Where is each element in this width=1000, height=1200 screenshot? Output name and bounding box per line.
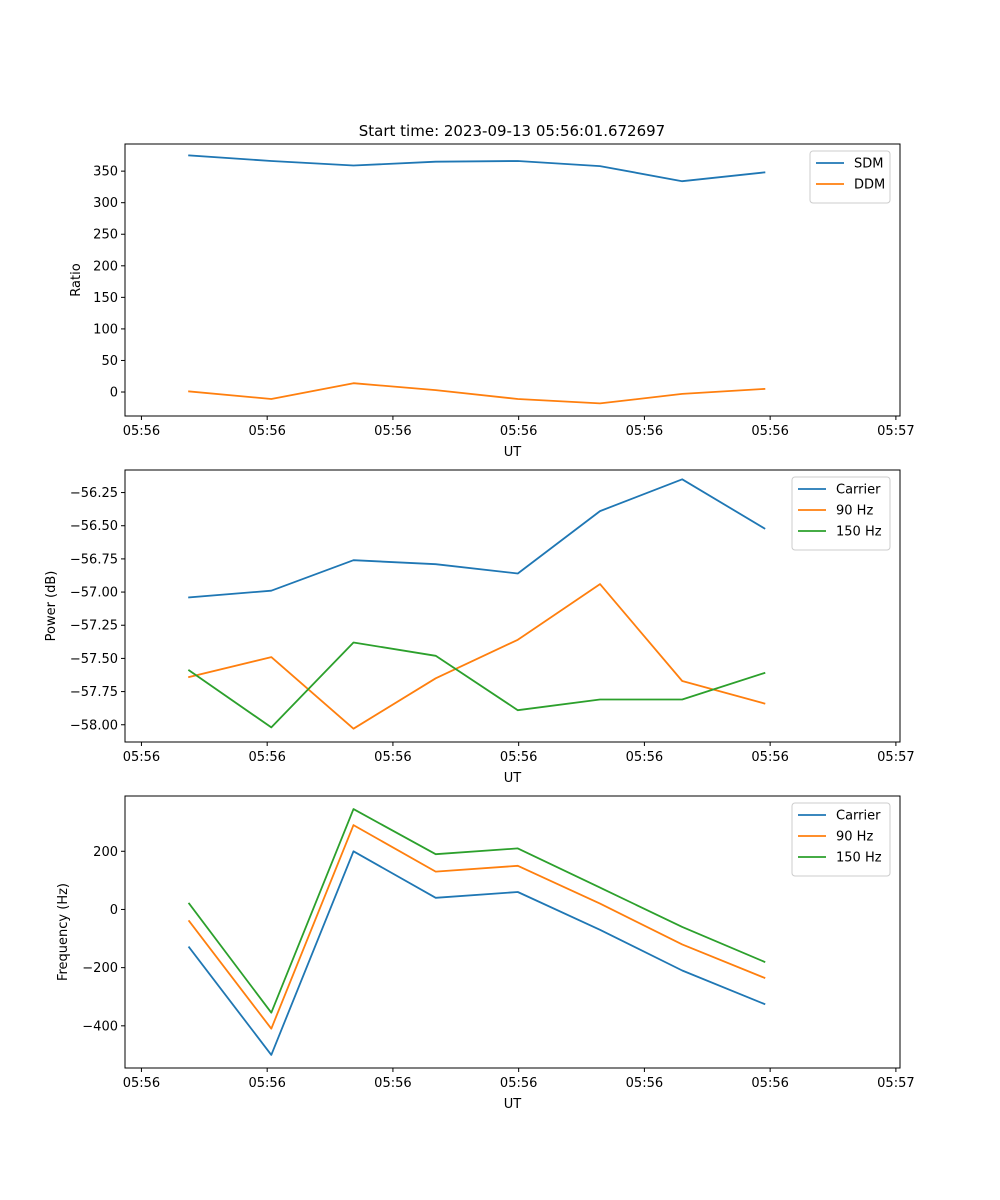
subplot-1: 05:56 05:56 05:56 05:56 05:56 05:56 05:57 0 50 10… [69, 143, 915, 460]
x-tick-label: 05:57 [877, 750, 914, 765]
plot-frame [124, 469, 901, 743]
x-tick-label: 05:56 [248, 424, 285, 439]
x-tick-label: 05:56 [248, 750, 285, 765]
y-axis-label: Ratio [69, 263, 84, 296]
legend: Carrier 90 Hz 150 Hz [791, 802, 891, 877]
x-tick-label: 05:56 [626, 424, 663, 439]
x-tick-label: 05:56 [751, 424, 788, 439]
x-tick-label: 05:56 [123, 1076, 160, 1091]
y-tick-label: −400 [82, 1019, 118, 1034]
legend-label: SDM [854, 157, 883, 172]
legend: Carrier 90 Hz 150 Hz [791, 476, 891, 551]
plot-frame [124, 143, 901, 417]
x-tick-label: 05:56 [751, 750, 788, 765]
figure-title: Start time: 2023-09-13 05:56:01.672697 [359, 122, 665, 140]
series-line-carrier [188, 478, 766, 599]
x-tick-label: 05:56 [248, 1076, 285, 1091]
series-line-150-hz [187, 641, 766, 729]
y-tick-label: 0 [110, 903, 118, 918]
series-line-carrier [187, 850, 766, 1056]
x-tick-label: 05:56 [374, 750, 411, 765]
x-tick-label: 05:56 [751, 1076, 788, 1091]
y-tick-label: 150 [93, 291, 118, 306]
y-tick-label: −57.75 [70, 685, 118, 700]
legend-label: 150 Hz [836, 851, 882, 866]
y-tick-label: −56.25 [70, 486, 118, 501]
y-tick-label: 300 [93, 196, 118, 211]
x-axis-label: UT [504, 445, 522, 460]
x-tick-label: 05:56 [500, 1076, 537, 1091]
y-tick-label: 250 [93, 228, 118, 243]
x-axis-label: UT [504, 771, 522, 786]
y-tick-label: −57.25 [70, 619, 118, 634]
y-tick-label: 0 [110, 386, 118, 401]
legend-label: 90 Hz [836, 830, 873, 845]
y-tick-label: −200 [82, 961, 118, 976]
x-tick-label: 05:56 [374, 424, 411, 439]
y-tick-label: 50 [101, 354, 118, 369]
x-tick-label: 05:56 [500, 424, 537, 439]
y-axis-label: Power (dB) [44, 571, 59, 642]
y-tick-label: −56.75 [70, 552, 118, 567]
x-tick-label: 05:56 [123, 750, 160, 765]
x-tick-label: 05:56 [626, 750, 663, 765]
y-tick-label: 200 [93, 259, 118, 274]
legend-label: DDM [854, 178, 885, 193]
legend-label: 90 Hz [836, 504, 873, 519]
legend-label: Carrier [836, 809, 881, 824]
y-tick-label: −56.50 [70, 519, 118, 534]
y-tick-label: −57.00 [70, 586, 118, 601]
x-tick-label: 05:56 [123, 424, 160, 439]
subplot-2: 05:56 05:56 05:56 05:56 05:56 05:56 05:57 −58.0… [44, 469, 915, 786]
series-line-150-hz [187, 808, 766, 1014]
plot-frame [124, 795, 901, 1069]
subplot-3: 05:56 05:56 05:56 05:56 05:56 05:56 05:57 −400 −… [56, 795, 915, 1112]
y-tick-label: 100 [93, 322, 118, 337]
y-tick-label: 200 [93, 845, 118, 860]
x-tick-label: 05:57 [877, 1076, 914, 1091]
series-line-90-hz [187, 824, 766, 1030]
y-tick-label: 350 [93, 165, 118, 180]
legend-label: 150 Hz [836, 525, 882, 540]
y-axis-label: Frequency (Hz) [56, 883, 71, 981]
y-tick-label: −57.50 [70, 652, 118, 667]
subplots: 05:56 05:56 05:56 05:56 05:56 05:56 05:57 0 50 10… [44, 143, 915, 1112]
x-tick-label: 05:56 [374, 1076, 411, 1091]
y-tick-label: −58.00 [70, 718, 118, 733]
legend: SDM DDM [809, 150, 891, 204]
x-tick-label: 05:57 [877, 424, 914, 439]
x-tick-label: 05:56 [500, 750, 537, 765]
series-line-sdm [188, 154, 766, 183]
x-tick-label: 05:56 [626, 1076, 663, 1091]
legend-label: Carrier [836, 483, 881, 498]
series-line-ddm [188, 382, 766, 405]
legend-box [809, 150, 891, 204]
series-line-90-hz [188, 583, 766, 730]
x-axis-label: UT [504, 1097, 522, 1112]
